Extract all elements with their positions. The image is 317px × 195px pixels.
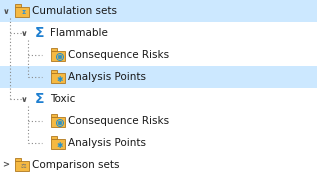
Text: Cumulation sets: Cumulation sets: [32, 6, 117, 16]
Text: ∨: ∨: [21, 95, 27, 104]
Text: Σ: Σ: [21, 10, 25, 14]
Bar: [0, 0, 317, 22]
Bar: [51, 70, 57, 73]
Bar: [51, 114, 57, 117]
Circle shape: [60, 57, 61, 58]
Text: Analysis Points: Analysis Points: [68, 138, 146, 148]
Text: Consequence Risks: Consequence Risks: [68, 116, 169, 126]
Text: Toxic: Toxic: [50, 94, 75, 104]
Bar: [51, 73, 65, 83]
Text: Analysis Points: Analysis Points: [68, 72, 146, 82]
Text: Comparison sets: Comparison sets: [32, 160, 120, 170]
Text: ⚖: ⚖: [20, 164, 26, 169]
Text: Flammable: Flammable: [50, 28, 108, 38]
Bar: [51, 139, 65, 149]
Bar: [15, 7, 29, 17]
Bar: [51, 51, 65, 61]
Bar: [15, 161, 29, 171]
Bar: [51, 48, 57, 51]
Bar: [51, 117, 65, 127]
Text: Σ: Σ: [35, 26, 45, 40]
Text: ∨: ∨: [3, 6, 10, 15]
Text: Consequence Risks: Consequence Risks: [68, 50, 169, 60]
Circle shape: [60, 122, 61, 123]
Text: Σ: Σ: [35, 92, 45, 106]
Bar: [15, 158, 21, 161]
Bar: [51, 136, 57, 139]
Text: ∨: ∨: [21, 28, 27, 37]
Text: >: >: [3, 160, 10, 169]
Bar: [0, 66, 317, 88]
Text: ✱: ✱: [57, 141, 63, 150]
Text: ✱: ✱: [57, 74, 63, 83]
Bar: [15, 4, 21, 7]
